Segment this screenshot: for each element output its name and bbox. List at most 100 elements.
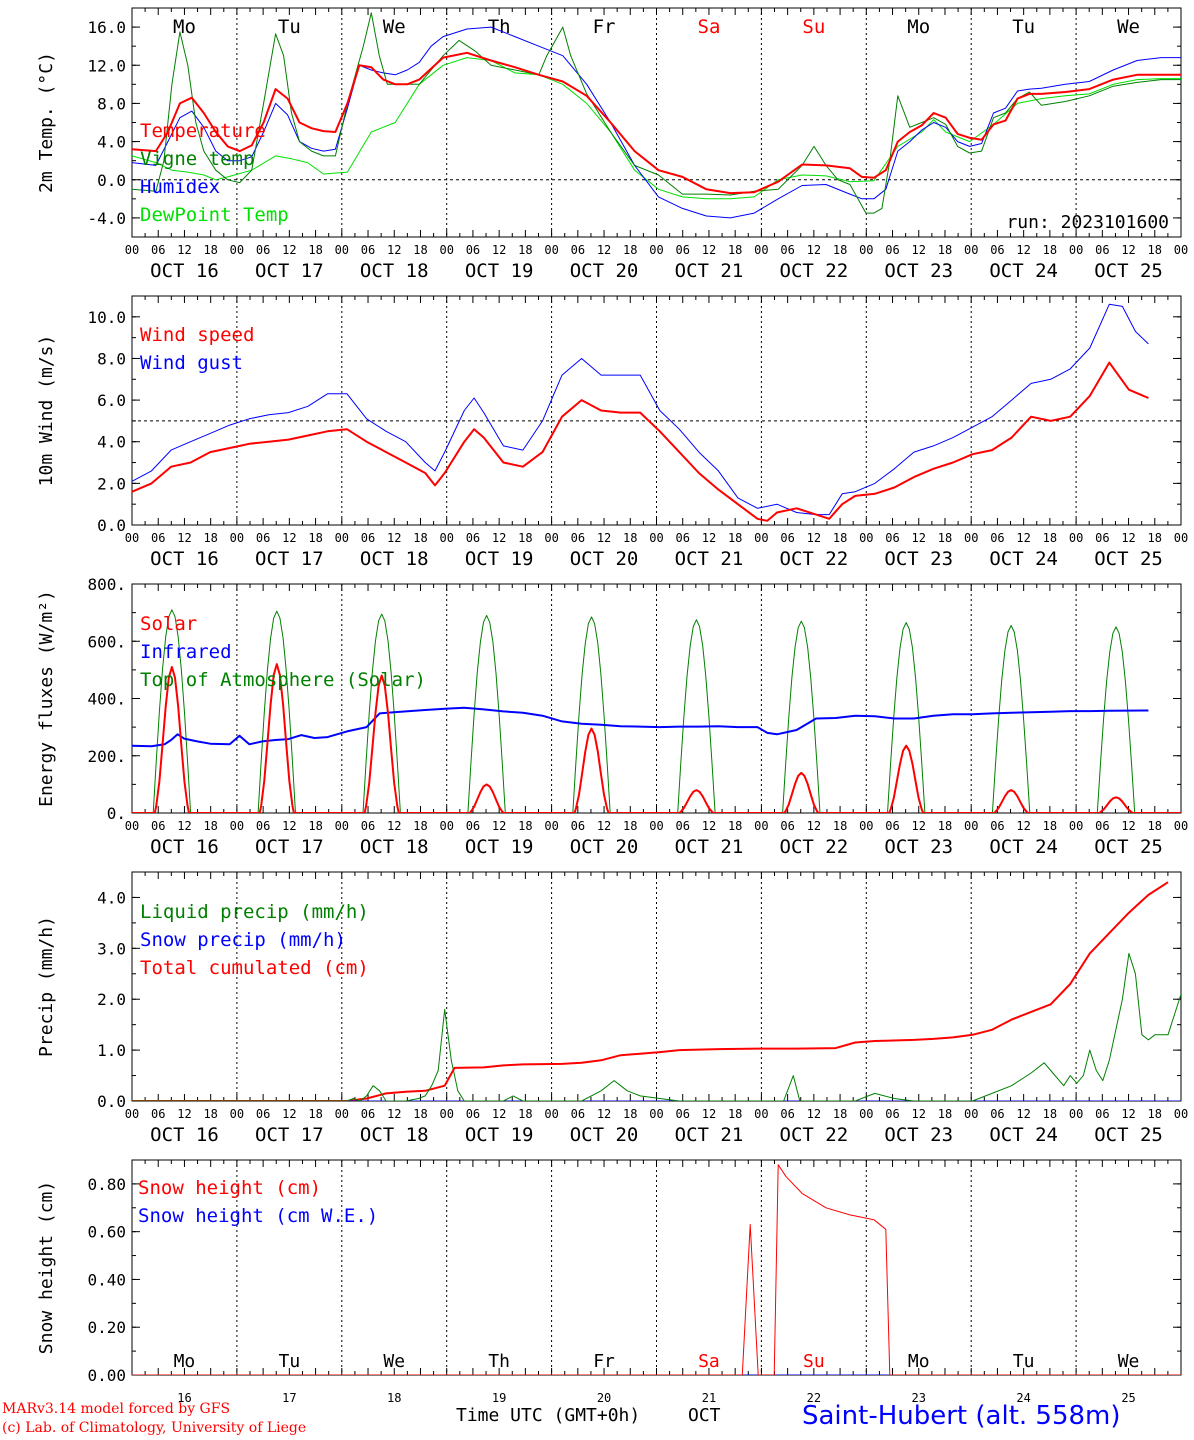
hour-tick-label: 12 (702, 819, 716, 833)
panel-4: 0.0 1.0 2.0 3.0 4.0 Precip (mm/h) 00 06 12 18 OCT … (36, 871, 1188, 1146)
day-number-label: 16 (177, 1391, 191, 1405)
hour-tick-label: 12 (1016, 531, 1030, 545)
hour-tick-label: 12 (702, 243, 716, 257)
panel-3: 0. 200. 400. 600. 800. Energy fluxes (W/m²) 00… (36, 575, 1188, 858)
day-label: OCT 24 (989, 260, 1058, 282)
y-tick-label: 200. (87, 747, 126, 766)
hour-tick-label: 00 (649, 1107, 663, 1121)
hour-tick-label: 00 (335, 243, 349, 257)
legend-entry: DewPoint Temp (140, 204, 289, 226)
legend-entry: Solar (140, 613, 197, 635)
hour-tick-label: 06 (1095, 819, 1109, 833)
hour-tick-label: 12 (177, 819, 191, 833)
y-tick-label: 4.0 (97, 433, 126, 452)
series-line-top-of-atmosphere-solar- (132, 609, 1181, 813)
hour-tick-label: 12 (702, 1107, 716, 1121)
hour-tick-label: 00 (544, 1107, 558, 1121)
hour-tick-label: 12 (1121, 243, 1135, 257)
legend-entry: Infrared (140, 641, 232, 663)
footer-xlabel: Time UTC (GMT+0h) (456, 1405, 641, 1426)
hour-tick-label: 06 (675, 531, 689, 545)
series-group (132, 12, 1181, 219)
hour-tick-label: 18 (623, 819, 637, 833)
hour-tick-label: 00 (754, 819, 768, 833)
weekday-label: We (383, 16, 406, 38)
hour-tick-label: 06 (256, 1107, 270, 1121)
day-label: OCT 23 (884, 260, 953, 282)
hour-tick-label: 06 (675, 819, 689, 833)
weekday-label: Tu (278, 16, 301, 38)
legend-entry: Wind gust (140, 352, 243, 374)
hour-tick-label: 00 (439, 243, 453, 257)
hour-tick-label: 06 (571, 819, 585, 833)
hour-tick-label: 18 (518, 1107, 532, 1121)
hour-tick-label: 12 (912, 531, 926, 545)
hour-tick-label: 00 (1069, 531, 1083, 545)
hour-tick-label: 18 (1043, 531, 1057, 545)
plot-frame (131, 295, 1182, 526)
series-line-total-cumulated-cm- (132, 881, 1169, 1101)
hour-tick-label: 00 (1069, 1107, 1083, 1121)
hour-tick-label: 06 (571, 531, 585, 545)
hour-tick-label: 18 (938, 243, 952, 257)
hour-tick-label: 12 (387, 531, 401, 545)
hour-tick-label: 12 (282, 531, 296, 545)
hour-tick-label: 06 (1095, 531, 1109, 545)
hour-tick-label: 00 (859, 243, 873, 257)
hour-tick-label: 18 (728, 819, 742, 833)
day-label: OCT 16 (150, 836, 219, 858)
legend-entry: Liquid precip (mm/h) (140, 901, 369, 923)
day-label: OCT 25 (1094, 1124, 1163, 1146)
day-label: OCT 23 (884, 548, 953, 570)
series-group (132, 1164, 1181, 1375)
day-label: OCT 22 (780, 836, 849, 858)
hour-tick-label: 18 (518, 531, 532, 545)
hour-tick-label: 00 (335, 1107, 349, 1121)
legend-entry: Snow height (cm W.E.) (138, 1205, 378, 1227)
day-label: OCT 25 (1094, 836, 1163, 858)
hour-tick-label: 06 (885, 1107, 899, 1121)
hour-tick-label: 06 (780, 1107, 794, 1121)
hour-tick-label: 00 (964, 1107, 978, 1121)
hour-tick-label: 12 (177, 243, 191, 257)
hour-tick-label: 18 (623, 1107, 637, 1121)
hour-tick-label: 06 (780, 531, 794, 545)
day-label: OCT 17 (255, 548, 324, 570)
hour-tick-label: 06 (151, 243, 165, 257)
series-line-temperature (132, 51, 1181, 195)
hour-tick-label: 12 (387, 243, 401, 257)
hour-tick-label: 00 (230, 819, 244, 833)
hour-tick-label: 12 (807, 819, 821, 833)
hour-tick-label: 18 (518, 243, 532, 257)
hour-tick-label: 18 (623, 531, 637, 545)
hour-tick-label: 12 (387, 819, 401, 833)
series-group (132, 303, 1149, 522)
day-label: OCT 24 (989, 836, 1058, 858)
series-line-solar (132, 663, 1181, 813)
hour-tick-label: 18 (1043, 819, 1057, 833)
y-tick-label: 800. (87, 575, 126, 594)
hour-tick-label: 18 (728, 1107, 742, 1121)
hour-tick-label: 18 (938, 531, 952, 545)
hour-tick-label: 12 (912, 819, 926, 833)
hour-tick-label: 12 (1121, 819, 1135, 833)
hour-tick-label: 18 (728, 531, 742, 545)
hour-tick-label: 18 (308, 819, 322, 833)
hour-tick-label: 18 (518, 819, 532, 833)
hour-tick-label: 18 (308, 531, 322, 545)
day-number-label: 22 (807, 1391, 821, 1405)
weekday-label: Sa (698, 1351, 720, 1372)
panel-5: 0.00 0.20 0.40 0.60 0.80 Snow height (cm) Mo 16… (36, 1159, 1182, 1405)
series-group (132, 881, 1181, 1101)
day-label: OCT 25 (1094, 548, 1163, 570)
day-label: OCT 17 (255, 1124, 324, 1146)
hour-tick-label: 18 (308, 1107, 322, 1121)
hour-tick-label: 18 (833, 531, 847, 545)
hour-tick-label: 18 (1148, 819, 1162, 833)
y-tick-label: 16.0 (87, 18, 126, 37)
hour-tick-label: 18 (623, 243, 637, 257)
hour-tick-label: 00 (125, 1107, 139, 1121)
day-label: OCT 19 (465, 548, 534, 570)
y-tick-label: -4.0 (87, 209, 126, 228)
